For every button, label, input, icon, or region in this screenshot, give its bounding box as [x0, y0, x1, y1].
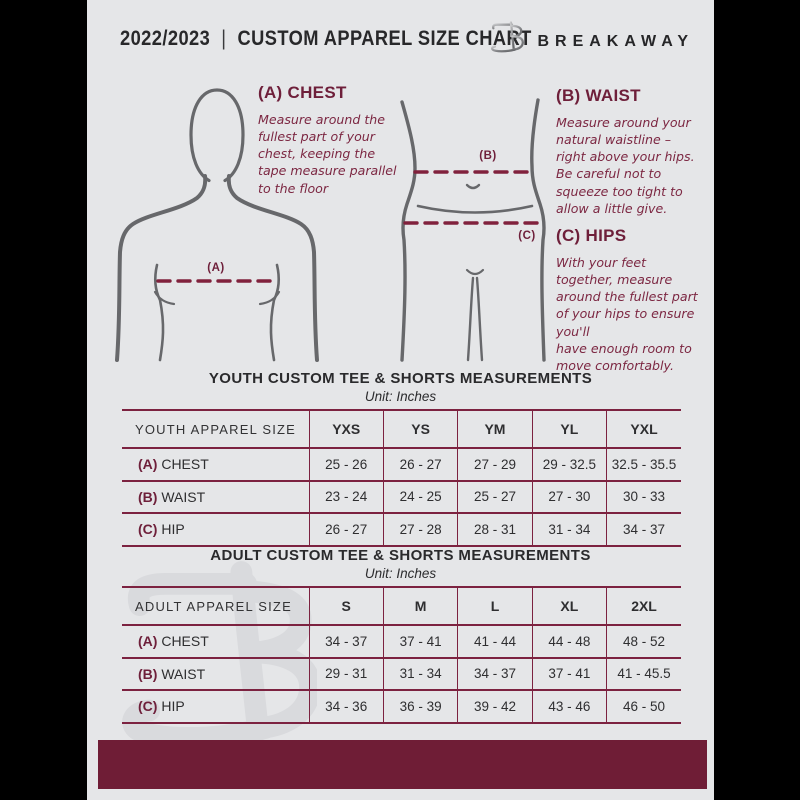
title-divider: | — [221, 26, 227, 50]
brand-block: BREAKAWAY — [488, 16, 688, 56]
waist-hips-figure-illustration — [400, 98, 546, 362]
measurement-row: (C) HIP 34 - 36 36 - 39 39 - 42 43 - 46 46 - … — [122, 690, 681, 724]
size-column-header: S — [308, 587, 384, 626]
measurement-value: 34 - 37 — [457, 657, 533, 691]
waist-line-label: (B) — [479, 150, 497, 162]
measurement-key: (B) — [138, 665, 158, 682]
measurement-row: (A) CHEST 34 - 37 37 - 41 41 - 44 44 - 48 48 … — [122, 625, 681, 659]
youth-size-table: YOUTH APPAREL SIZE YXS YS YM YL YXL (A) CHEST 2… — [122, 409, 681, 547]
measurement-key: (A) — [138, 633, 158, 650]
hips-guide-body: With your feet together, measure around … — [556, 255, 698, 373]
adult-table-title: ADULT CUSTOM TEE & SHORTS MEASUREMENTS — [210, 547, 591, 564]
footer-accent-bar — [98, 740, 707, 789]
measurement-value: 26 - 27 — [308, 513, 384, 547]
measurement-value: 48 - 52 — [606, 625, 681, 659]
measurement-value: 24 - 25 — [382, 480, 458, 514]
size-row-header: ADULT APPAREL SIZE — [122, 587, 309, 626]
measurement-value: 27 - 30 — [531, 480, 607, 514]
measurement-value: 29 - 32.5 — [531, 448, 607, 482]
measurement-value: 27 - 28 — [382, 513, 458, 547]
measurement-value: 31 - 34 — [531, 513, 607, 547]
measurement-key: (B) — [138, 488, 158, 505]
measurement-label: (A) CHEST — [122, 625, 309, 659]
measurement-row: (B) WAIST 23 - 24 24 - 25 25 - 27 27 - 30 30 … — [122, 480, 681, 514]
measurement-value: 36 - 39 — [382, 690, 458, 724]
measurement-value: 30 - 33 — [606, 480, 681, 514]
measurement-value: 23 - 24 — [308, 480, 384, 514]
breakaway-logo-icon — [488, 16, 524, 56]
chart-title: CUSTOM APPAREL SIZE CHART — [237, 26, 532, 50]
measurement-value: 34 - 37 — [308, 625, 384, 659]
chest-figure-illustration — [115, 88, 319, 362]
measurement-key: (C) — [138, 521, 158, 538]
size-column-header: M — [382, 587, 458, 626]
measurement-value: 34 - 36 — [308, 690, 384, 724]
youth-table-title: YOUTH CUSTOM TEE & SHORTS MEASUREMENTS — [208, 370, 593, 387]
brand-name: BREAKAWAY — [537, 33, 694, 50]
size-column-header: XL — [531, 587, 607, 626]
page-title: 2022/2023 | CUSTOM APPAREL SIZE CHART — [120, 26, 532, 51]
size-row-header: YOUTH APPAREL SIZE — [122, 410, 309, 449]
measurement-value: 31 - 34 — [382, 657, 458, 691]
measurement-value: 43 - 46 — [531, 690, 607, 724]
size-chart-page: 2022/2023 | CUSTOM APPAREL SIZE CHART BREA… — [87, 0, 714, 800]
measurement-label: (A) CHEST — [122, 448, 309, 482]
measurement-value: 27 - 29 — [457, 448, 533, 482]
measurement-row: (C) HIP 26 - 27 27 - 28 28 - 31 31 - 34 34 - … — [122, 513, 681, 547]
size-column-header: YXL — [606, 410, 681, 449]
size-column-header: 2XL — [606, 587, 681, 626]
measurement-value: 25 - 26 — [308, 448, 384, 482]
size-column-header: YL — [531, 410, 607, 449]
measurement-value: 41 - 44 — [457, 625, 533, 659]
hips-guide: (C) HIPS With your feet together, measur… — [556, 226, 706, 374]
size-column-header: L — [457, 587, 533, 626]
chest-line-label: (A) — [207, 262, 225, 274]
adult-size-table: ADULT APPAREL SIZE S M L XL 2XL (A) CHEST 34 - … — [122, 586, 681, 724]
measurement-value: 37 - 41 — [531, 657, 607, 691]
youth-table-unit: Unit: Inches — [364, 389, 437, 404]
measurement-value: 44 - 48 — [531, 625, 607, 659]
waist-guide-heading: (B) WAIST — [556, 86, 641, 105]
chest-guide-body: Measure around the fullest part of your … — [258, 112, 397, 196]
measurement-key: (A) — [138, 456, 158, 473]
size-column-header: YM — [457, 410, 533, 449]
measurement-value: 26 - 27 — [382, 448, 458, 482]
measurement-value: 46 - 50 — [606, 690, 681, 724]
size-column-header: YXS — [308, 410, 384, 449]
chest-guide: (A) CHEST Measure around the fullest par… — [258, 83, 408, 197]
measurement-value: 39 - 42 — [457, 690, 533, 724]
size-column-header: YS — [382, 410, 458, 449]
measurement-label: (B) WAIST — [122, 657, 309, 691]
hips-guide-heading: (C) HIPS — [556, 226, 627, 245]
measurement-value: 29 - 31 — [308, 657, 384, 691]
measurement-key: (C) — [138, 698, 158, 715]
measurement-label: (C) HIP — [122, 690, 309, 724]
measurement-label: (B) WAIST — [122, 480, 309, 514]
adult-table-unit: Unit: Inches — [364, 566, 437, 581]
measurement-value: 34 - 37 — [606, 513, 681, 547]
measurement-value: 28 - 31 — [457, 513, 533, 547]
hips-line-label: (C) — [518, 230, 536, 242]
measurement-value: 37 - 41 — [382, 625, 458, 659]
chest-guide-heading: (A) CHEST — [258, 83, 347, 102]
measurement-label: (C) HIP — [122, 513, 309, 547]
measurement-row: (A) CHEST 25 - 26 26 - 27 27 - 29 29 - 32.5 3… — [122, 448, 681, 482]
measurement-value: 41 - 45.5 — [606, 657, 681, 691]
measurement-value: 32.5 - 35.5 — [606, 448, 681, 482]
waist-guide: (B) WAIST Measure around your natural wa… — [556, 86, 706, 217]
measurement-value: 25 - 27 — [457, 480, 533, 514]
measurement-row: (B) WAIST 29 - 31 31 - 34 34 - 37 37 - 41 41 … — [122, 657, 681, 691]
waist-guide-body: Measure around your natural waistline – … — [556, 115, 695, 216]
season-label: 2022/2023 — [120, 26, 211, 50]
